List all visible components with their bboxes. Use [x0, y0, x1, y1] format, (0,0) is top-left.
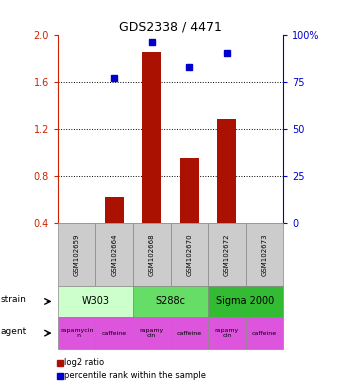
Bar: [208, 223, 246, 286]
Text: rapamy
cin: rapamy cin: [139, 328, 164, 338]
Bar: [95, 317, 133, 349]
Text: GSM102659: GSM102659: [74, 233, 80, 276]
Text: caffeine: caffeine: [252, 331, 277, 336]
Text: rapamy
cin: rapamy cin: [214, 328, 239, 338]
Bar: [105, 197, 123, 223]
Text: S288c: S288c: [155, 296, 186, 306]
Bar: [58, 286, 133, 317]
Text: W303: W303: [81, 296, 109, 306]
Text: caffeine: caffeine: [102, 331, 127, 336]
Bar: [142, 52, 161, 223]
Text: strain: strain: [1, 295, 27, 304]
Bar: [170, 317, 208, 349]
Text: percentile rank within the sample: percentile rank within the sample: [64, 371, 206, 380]
Text: Sigma 2000: Sigma 2000: [217, 296, 275, 306]
Text: GSM102673: GSM102673: [261, 233, 267, 276]
Text: GSM102672: GSM102672: [224, 233, 230, 276]
Bar: [208, 286, 283, 317]
Bar: [246, 317, 283, 349]
Text: GSM102668: GSM102668: [149, 233, 155, 276]
Bar: [133, 223, 170, 286]
Text: log2 ratio: log2 ratio: [64, 358, 104, 367]
Bar: [133, 286, 208, 317]
Text: caffeine: caffeine: [177, 331, 202, 336]
Text: GSM102670: GSM102670: [186, 233, 192, 276]
Bar: [133, 317, 170, 349]
Bar: [170, 223, 208, 286]
Text: rapamycin
  n: rapamycin n: [60, 328, 93, 338]
Bar: [217, 119, 236, 223]
Bar: [246, 223, 283, 286]
Bar: [58, 317, 95, 349]
Text: GSM102664: GSM102664: [111, 233, 117, 276]
Bar: [180, 158, 198, 223]
Bar: [58, 223, 95, 286]
Bar: [95, 223, 133, 286]
Bar: [208, 317, 246, 349]
Title: GDS2338 / 4471: GDS2338 / 4471: [119, 20, 222, 33]
Text: agent: agent: [1, 327, 27, 336]
